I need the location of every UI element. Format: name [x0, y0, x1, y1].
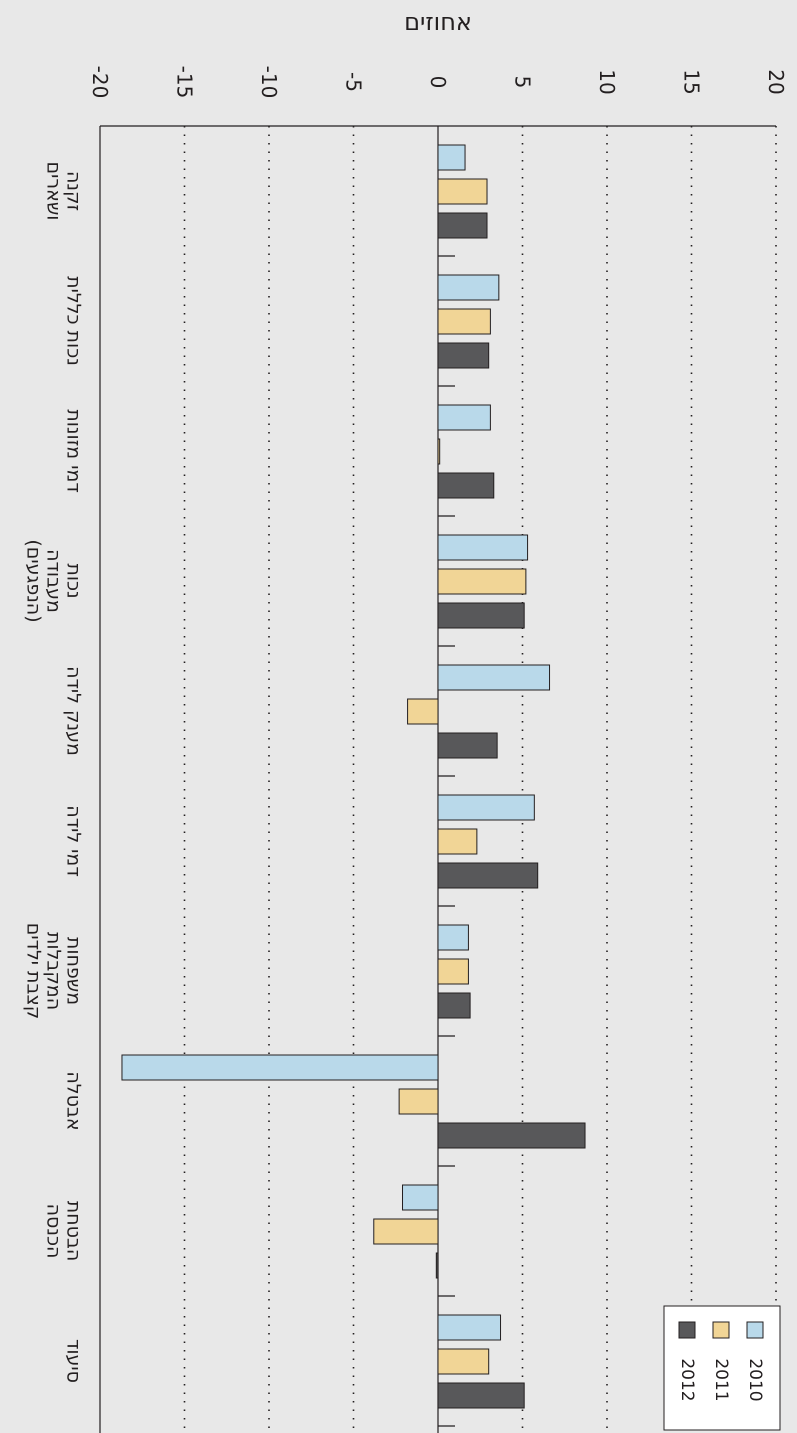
bar [437, 1382, 525, 1409]
category-label: נכותמעבודה(הנפגעים) [22, 539, 84, 622]
category-label-line: נכות כללית [62, 276, 84, 366]
bar [437, 342, 490, 369]
bar [437, 534, 529, 561]
legend-label: 2010 [745, 1358, 765, 1401]
bar [437, 212, 488, 239]
category-label-line: ושארים [42, 162, 64, 221]
category-label: סיעוד [62, 1339, 84, 1383]
bar [437, 308, 491, 335]
category-label: נכות כללית [62, 276, 84, 366]
bar [435, 1252, 439, 1279]
tick-label: 20 [764, 69, 788, 94]
bar [437, 1122, 586, 1149]
bar [437, 602, 525, 629]
tick-label: 5 [511, 76, 535, 89]
bar [437, 472, 495, 499]
tick-label: 15 [680, 69, 704, 94]
tick-label: 0 [426, 76, 450, 89]
category-label: דמי מזונות [62, 409, 84, 493]
tick-label: -15 [173, 66, 197, 99]
bar [437, 924, 469, 951]
axis-unit-label: אחוזים [404, 8, 472, 36]
legend-swatch [678, 1321, 696, 1339]
bar [437, 178, 488, 205]
category-label: דמי לידה [62, 805, 84, 876]
category-label-line: מענק לידה [62, 666, 84, 756]
tick-label: -20 [88, 66, 112, 99]
legend-label: 2011 [711, 1358, 731, 1401]
bar [437, 732, 498, 759]
bar [437, 274, 500, 301]
tick-label: 10 [595, 69, 619, 94]
plot-area: -20 -15 -10 -5 0 5 10 15 20 זקנהושארים נכות כללית ד… [22, 66, 788, 1433]
bar [437, 404, 491, 431]
bar [437, 144, 466, 171]
bar [373, 1218, 439, 1245]
bar [398, 1088, 439, 1115]
bar [437, 958, 469, 985]
legend-label: 2012 [677, 1358, 697, 1401]
legend-swatch [746, 1321, 764, 1339]
category-label: מענק לידה [62, 666, 84, 756]
category-label: אבטלה [62, 1071, 84, 1130]
category-label-line: (הנפגעים) [22, 539, 44, 622]
category-label-line: דמי לידה [62, 805, 84, 876]
bar [437, 794, 535, 821]
category-label-line: זקנה [62, 171, 84, 211]
category-label-line: סיעוד [62, 1339, 84, 1383]
legend-swatch [712, 1321, 730, 1339]
bar [437, 828, 478, 855]
category-label-line: הבטחת [62, 1201, 84, 1262]
legend: 2010 2011 2012 [663, 1305, 781, 1431]
category-label-line: הכנסה [42, 1204, 64, 1259]
bar [402, 1184, 439, 1211]
category-label: משפחותהמקבלותקצבת ילדים [22, 923, 84, 1020]
bar [437, 438, 441, 465]
bar [437, 1348, 490, 1375]
bar [437, 568, 527, 595]
bar [437, 992, 471, 1019]
category-label-line: דמי מזונות [62, 409, 84, 493]
bar [407, 698, 439, 725]
bar [437, 664, 551, 691]
bar [437, 1314, 502, 1341]
category-label: זקנהושארים [42, 162, 84, 221]
category-label: הבטחתהכנסה [42, 1201, 84, 1262]
category-label-line: משפחות [62, 937, 84, 1005]
category-label-line: מעבודה [42, 549, 64, 613]
bar [437, 862, 539, 889]
bar [121, 1054, 439, 1081]
category-label-line: קצבת ילדים [22, 923, 44, 1020]
category-label-line: המקבלות [42, 932, 64, 1010]
tick-label: -5 [342, 72, 366, 92]
tick-label: -10 [257, 66, 281, 99]
category-label-line: נכות [62, 563, 84, 598]
category-label-line: אבטלה [62, 1071, 84, 1130]
